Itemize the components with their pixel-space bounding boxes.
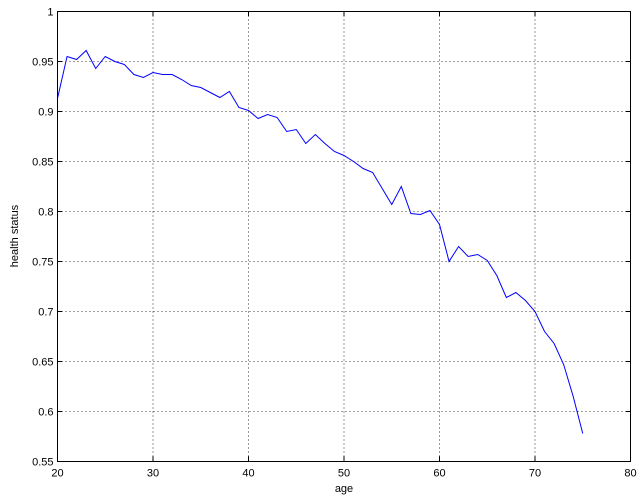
plot-frame [57, 11, 631, 462]
y-tick-label: 0.75 [32, 257, 53, 269]
y-tick-label: 0.95 [32, 57, 53, 69]
y-tick-label: 0.7 [38, 307, 53, 319]
x-tick-label: 80 [624, 468, 636, 480]
x-tick-label: 20 [51, 468, 63, 480]
x-tick-label: 40 [242, 468, 254, 480]
x-tick-label: 60 [433, 468, 445, 480]
y-tick-label: 0.6 [38, 407, 53, 419]
y-tick-label: 0.85 [32, 157, 53, 169]
axis-ticks: 20 30 40 50 60 70 80 0.55 0.6 0.65 0.7 0.75 0.8 0.85 0… [32, 7, 637, 480]
series-line [57, 49, 584, 434]
y-tick-label: 0.9 [38, 107, 53, 119]
x-tick-label: 70 [529, 468, 541, 480]
series-layer [57, 49, 584, 434]
y-tick-label: 0.8 [38, 207, 53, 219]
y-tick-label: 0.65 [32, 357, 53, 369]
x-tick-label: 30 [147, 468, 159, 480]
x-tick-label: 50 [338, 468, 350, 480]
grid [57, 11, 631, 462]
x-axis-label: age [335, 483, 353, 495]
y-tick-label: 1 [47, 7, 53, 19]
y-tick-label: 0.55 [32, 457, 53, 469]
y-axis-label: health status [9, 204, 21, 267]
